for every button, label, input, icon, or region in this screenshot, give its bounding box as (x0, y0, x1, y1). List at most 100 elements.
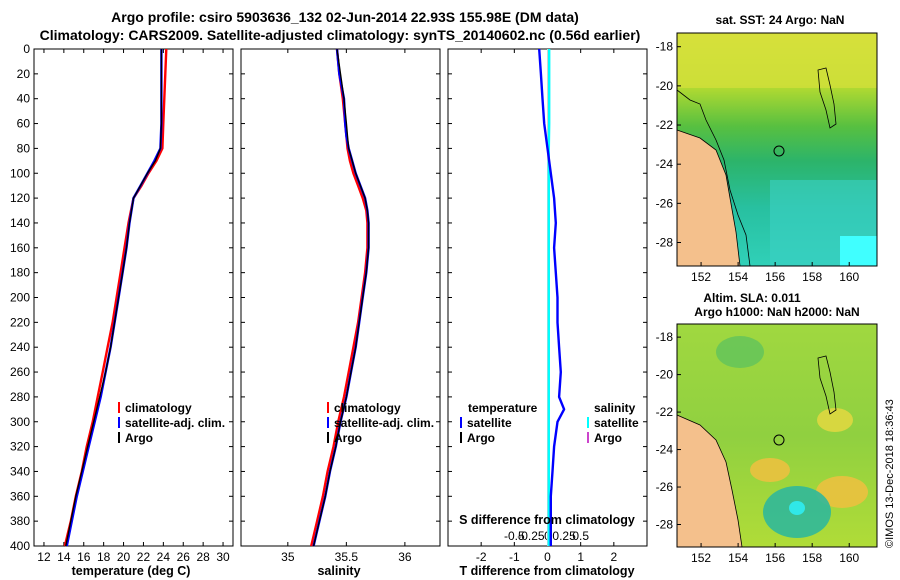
x-tick-label: 35.5 (335, 550, 359, 564)
lon-tick-label: 156 (765, 270, 785, 284)
sla-map-title: Altim. SLA: 0.011 (703, 291, 801, 305)
lat-tick-label: -20 (656, 368, 674, 382)
s-tick-label: -0.5 (504, 529, 525, 543)
x-tick-label: 26 (177, 550, 191, 564)
depth-tick-label: 20 (17, 67, 31, 81)
lat-tick-label: -24 (656, 157, 674, 171)
x-tick-label: 28 (196, 550, 210, 564)
sla-high-blob (817, 408, 853, 432)
depth-axis: 0 20 40 60 80 100 120 140 160 180 200 220 240 260 280 3… (10, 42, 233, 553)
legend-argo-label: Argo (125, 431, 153, 445)
temperature-profiles (63, 48, 168, 547)
sla-map-frame (676, 323, 878, 548)
x-tick-label: 16 (77, 550, 91, 564)
x-tick-label: 0 (544, 550, 551, 564)
x-tick-label: 36 (398, 550, 412, 564)
legend-satellite-label: satellite-adj. clim. (334, 416, 434, 430)
legend-s-satellite-label: satellite (594, 416, 639, 430)
x-tick-label: -1 (509, 550, 520, 564)
sst-map-title: sat. SST: 24 Argo: NaN (716, 13, 845, 27)
sst-reef-outline (817, 67, 837, 129)
salinity-axis: 35 35.5 36 (241, 48, 440, 564)
sla-map: Altim. SLA: 0.011 Argo h1000: NaN h2000:… (656, 291, 878, 565)
s-tick-label: -0.25 (517, 529, 545, 543)
depth-tick-label: 40 (17, 92, 31, 106)
lat-tick-label: -22 (656, 405, 674, 419)
depth-tick-label: 180 (10, 266, 30, 280)
depth-tick-label: 280 (10, 390, 30, 404)
legend-climatology-label: climatology (125, 401, 192, 415)
depth-tick-label: 160 (10, 241, 30, 255)
lon-tick-label: 158 (802, 551, 822, 565)
difference-profiles (538, 48, 566, 546)
legend-t-argo-label: Argo (467, 431, 495, 445)
lat-tick-label: -18 (656, 330, 674, 344)
temperature-legend: climatology satellite-adj. clim. Argo (118, 401, 225, 445)
depth-tick-label: 120 (10, 191, 30, 205)
x-tick-label: 12 (37, 550, 51, 564)
argo-line (65, 49, 163, 547)
depth-tick-label: 320 (10, 440, 30, 454)
depth-tick-label: 400 (10, 539, 30, 553)
depth-tick-label: 360 (10, 489, 30, 503)
lat-tick-label: -20 (656, 79, 674, 93)
lat-tick-label: -24 (656, 443, 674, 457)
depth-tick-label: 260 (10, 365, 30, 379)
depth-tick-label: 140 (10, 216, 30, 230)
temperature-axes-box (33, 48, 234, 547)
lat-tick-label: -28 (656, 518, 674, 532)
x-tick-label: 18 (97, 550, 111, 564)
sla-low-core (789, 501, 805, 515)
lon-tick-label: 160 (839, 270, 859, 284)
sla-reef-outline (817, 355, 837, 415)
salinity-profiles (310, 48, 370, 547)
salinity-legend: climatology satellite-adj. clim. Argo (327, 401, 434, 445)
legend-climatology-label: climatology (334, 401, 401, 415)
lon-tick-label: 154 (728, 551, 748, 565)
depth-tick-label: 300 (10, 415, 30, 429)
x-tick-label: 14 (57, 550, 71, 564)
sst-map-frame (676, 32, 878, 267)
lon-tick-label: 156 (765, 551, 785, 565)
depth-tick-label: 60 (17, 117, 31, 131)
figure-title-line2: Climatology: CARS2009. Satellite-adjuste… (40, 27, 641, 43)
s-tick-label: 0.5 (572, 529, 589, 543)
x-tick-label: 1 (577, 550, 584, 564)
depth-tick-label: 80 (17, 141, 31, 155)
sla-low-blob (716, 336, 764, 368)
legend-argo-label: Argo (334, 431, 362, 445)
lat-tick-label: -18 (656, 40, 674, 54)
lon-tick-label: 154 (728, 270, 748, 284)
x-tick-label: -2 (476, 550, 487, 564)
depth-tick-label: 0 (23, 42, 30, 56)
lat-tick-label: -26 (656, 480, 674, 494)
sst-warm-patch (677, 33, 877, 88)
s-tick-label: 0.25 (552, 529, 576, 543)
legend-salinity-header: salinity (594, 401, 636, 415)
lon-tick-label: 160 (839, 551, 859, 565)
sla-map-subtitle: Argo h1000: NaN h2000: NaN (694, 305, 859, 319)
sst-map: sat. SST: 24 Argo: NaN 152 154 156 158 160 -1… (656, 13, 878, 284)
x-tick-label: 24 (157, 550, 171, 564)
salinity-panel: 35 35.5 36 salinity climatology satellite-… (240, 48, 441, 578)
temperature-x-axis: 12 14 16 18 20 22 24 26 28 30 (37, 49, 230, 564)
s-difference-label: S difference from climatology (459, 513, 635, 527)
sla-map-axes: 152 154 156 158 160 -18 -20 -22 -24 -26 -28 (656, 330, 860, 565)
sst-cyan-patch (840, 236, 877, 266)
x-tick-label: 22 (137, 550, 151, 564)
depth-tick-label: 340 (10, 464, 30, 478)
depth-tick-label: 240 (10, 340, 30, 354)
figure-title-line1: Argo profile: csiro 5903636_132 02-Jun-2… (111, 9, 579, 25)
difference-legend: temperature satellite Argo salinity sate… (460, 401, 639, 445)
imos-timestamp: ©IMOS 13-Dec-2018 18:36:43 (884, 399, 896, 548)
temperature-satellite-line (538, 48, 566, 546)
sla-high-blob (750, 458, 790, 482)
lat-tick-label: -22 (656, 118, 674, 132)
depth-tick-label: 100 (10, 166, 30, 180)
lon-tick-label: 152 (691, 551, 711, 565)
depth-tick-label: 220 (10, 315, 30, 329)
lon-tick-label: 152 (691, 270, 711, 284)
temperature-panel: 0 20 40 60 80 100 120 140 160 180 200 220 240 260 280 3… (10, 42, 234, 578)
lat-tick-label: -26 (656, 196, 674, 210)
